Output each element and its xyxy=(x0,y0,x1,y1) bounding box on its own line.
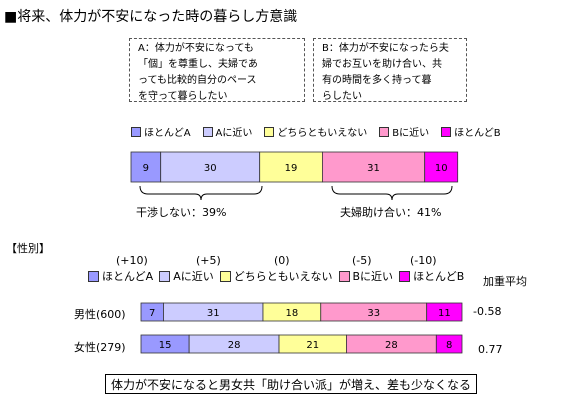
legend-item: どちらともいえない xyxy=(264,124,367,139)
option-a-line: 「個」を尊重し、夫婦であ xyxy=(138,59,258,70)
brace xyxy=(139,185,263,201)
legend-swatch xyxy=(131,126,141,137)
option-a-line: A：体力が不安になっても xyxy=(138,43,254,54)
legend-swatch xyxy=(441,126,452,137)
bar-value-label: 7 xyxy=(149,308,155,319)
overall-bar: 9 30 19 31 10 xyxy=(130,151,459,183)
legend-item: Bに近い xyxy=(338,268,394,284)
legend-overall: ほとんどA Aに近い どちらともいえない Bに近い ほとんどB xyxy=(131,124,513,139)
bar-value-label: 28 xyxy=(228,340,241,351)
bar-segment xyxy=(160,151,261,183)
weighted-average-female: 0.77 xyxy=(478,343,503,356)
legend-label: Aに近い xyxy=(173,270,214,283)
bar-segment xyxy=(424,151,459,183)
legend-gender: ほとんどA Aに近い どちらともいえない Bに近い ほとんどB xyxy=(88,268,470,284)
legend-label: ほとんどA xyxy=(144,128,191,139)
bar-value-label: 28 xyxy=(385,340,398,351)
page-title: ■将来、体力が不安になった時の暮らし方意識 xyxy=(4,9,298,25)
legend-label: Bに近い xyxy=(392,128,430,139)
option-b-line: らしたい xyxy=(322,91,362,102)
conclusion-box: 体力が不安になると男女共「助け合い派」が増え、差も少なくなる xyxy=(105,374,477,394)
row-label-male: 男性(600) xyxy=(74,308,126,321)
option-a-box: A：体力が不安になっても 「個」を尊重し、夫婦であ っても比較的自分のペース を… xyxy=(129,38,305,102)
weight-label: (-5) xyxy=(352,254,372,267)
legend-swatch xyxy=(399,270,411,282)
brace xyxy=(331,185,453,201)
option-a-line: を守って暮らしたい xyxy=(138,91,228,102)
legend-label: Aに近い xyxy=(215,128,253,139)
bar-segment xyxy=(426,302,463,322)
weighted-average-male: -0.58 xyxy=(473,305,502,318)
bar-value-label: 19 xyxy=(285,163,298,174)
bar-value-label: 8 xyxy=(446,340,452,351)
bar-value-label: 11 xyxy=(438,308,451,319)
option-b-line: 婦でお互いを助け合い、共 xyxy=(322,59,442,70)
annotation-mutual-help: 夫婦助け合い：41% xyxy=(340,206,442,219)
legend-item: Bに近い xyxy=(379,124,429,139)
legend-item: ほとんどB xyxy=(441,124,501,139)
bar-segment xyxy=(435,334,463,354)
bar-segment xyxy=(259,151,323,183)
bar-value-label: 30 xyxy=(204,163,217,174)
legend-item: Aに近い xyxy=(159,268,214,284)
option-a-line: っても比較的自分のペース xyxy=(138,75,257,86)
bar-segment xyxy=(321,151,426,183)
section-label-gender: 【性別】 xyxy=(6,242,50,255)
legend-item: Aに近い xyxy=(202,124,253,139)
bar-value-label: 18 xyxy=(286,308,299,319)
row-label-female: 女性(279) xyxy=(74,341,126,354)
bar-value-label: 10 xyxy=(435,163,448,174)
legend-item: どちらともいえない xyxy=(219,268,333,284)
legend-swatch xyxy=(88,270,99,282)
legend-label: Bに近い xyxy=(352,270,394,283)
option-b-line: 有の時間を多く持って暮 xyxy=(322,75,432,86)
legend-swatch xyxy=(264,126,275,137)
legend-item: ほとんどB xyxy=(399,268,464,284)
bar-value-label: 31 xyxy=(207,308,220,319)
bar-value-label: 33 xyxy=(367,308,380,319)
gender-bars: 7 31 18 33 11 15 28 21 28 8 xyxy=(140,302,463,354)
bar-value-label: 21 xyxy=(306,340,319,351)
bar-value-label: 31 xyxy=(367,163,380,174)
legend-label: どちらともいえない xyxy=(233,270,333,283)
bar-segment xyxy=(130,151,162,183)
legend-item: ほとんどA xyxy=(88,268,153,284)
weight-label: (-10) xyxy=(410,254,437,267)
option-b-box: B：体力が不安になったら夫 婦でお互いを助け合い、共 有の時間を多く持って暮 ら… xyxy=(313,38,467,102)
legend-swatch xyxy=(338,270,350,282)
legend-label: ほとんどA xyxy=(102,270,154,283)
braces xyxy=(139,185,453,201)
weight-label: (0) xyxy=(274,254,290,267)
legend-label: どちらともいえない xyxy=(277,128,368,139)
option-b-line: B：体力が不安になったら夫 xyxy=(322,43,449,54)
legend-item: ほとんどA xyxy=(131,124,191,139)
legend-swatch xyxy=(159,270,171,282)
annotation-no-interference: 干渉しない：39% xyxy=(136,206,227,219)
weighted-average-title: 加重平均 xyxy=(483,275,527,288)
legend-label: ほとんどB xyxy=(413,270,465,283)
bar-value-label: 9 xyxy=(143,163,149,174)
legend-swatch xyxy=(202,126,213,137)
weight-label: (+5) xyxy=(196,254,221,267)
legend-label: ほとんどB xyxy=(454,128,501,139)
legend-swatch xyxy=(379,126,390,137)
bar-value-label: 15 xyxy=(159,340,172,351)
weight-label: (+10) xyxy=(116,254,148,267)
legend-swatch xyxy=(219,270,231,282)
